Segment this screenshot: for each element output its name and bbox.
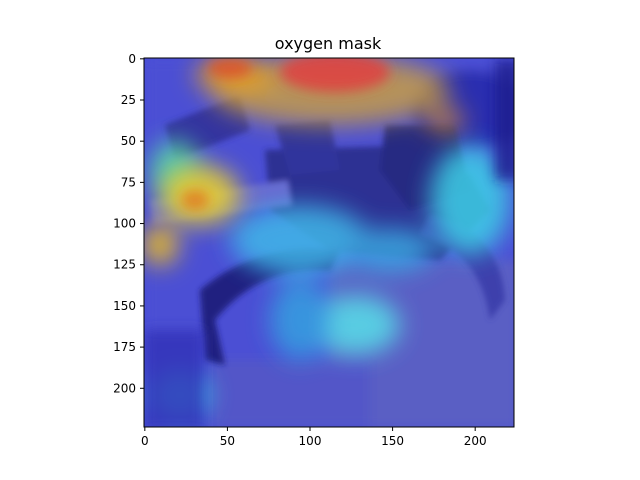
plot-title: oxygen mask bbox=[275, 34, 382, 53]
y-tick-label: 50 bbox=[121, 134, 136, 148]
y-tick-label: 150 bbox=[113, 299, 136, 313]
x-tick-label: 50 bbox=[220, 434, 235, 448]
x-tick-label: 100 bbox=[299, 434, 322, 448]
heatmap-image bbox=[144, 58, 514, 427]
y-tick-label: 0 bbox=[128, 52, 136, 66]
axes-frame bbox=[143, 57, 515, 428]
y-axis: 0 25 50 75 100 125 150 175 200 bbox=[113, 52, 144, 395]
y-tick-label: 175 bbox=[113, 340, 136, 354]
x-tick-label: 0 bbox=[141, 434, 149, 448]
x-axis: 0 50 100 150 200 bbox=[141, 427, 487, 448]
x-tick-label: 200 bbox=[464, 434, 487, 448]
y-tick-label: 200 bbox=[113, 381, 136, 395]
y-tick-label: 75 bbox=[121, 175, 136, 189]
y-tick-label: 125 bbox=[113, 258, 136, 272]
x-tick-label: 150 bbox=[381, 434, 404, 448]
y-tick-label: 25 bbox=[121, 93, 136, 107]
y-tick-label: 100 bbox=[113, 217, 136, 231]
